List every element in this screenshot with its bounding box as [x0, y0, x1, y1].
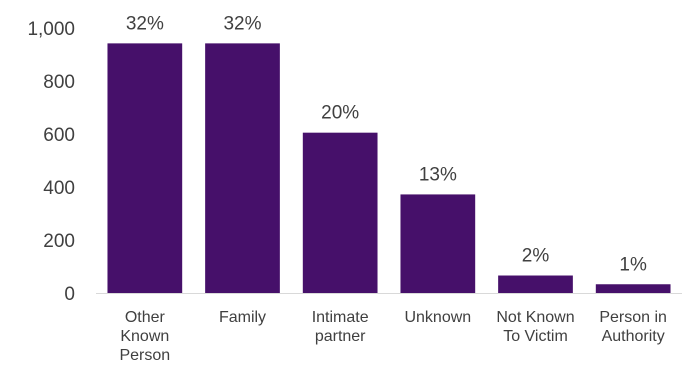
x-tick-label: Other Known Person	[119, 309, 170, 364]
x-tick-label-line: Intimate	[312, 309, 369, 326]
bar	[107, 43, 183, 294]
data-label: 2%	[522, 246, 550, 267]
x-tick-label-line: Family	[219, 309, 266, 326]
bars	[107, 43, 671, 294]
y-tick-label: 1,000	[27, 19, 75, 40]
x-tick-label-line: To Victim	[503, 328, 568, 345]
x-tick-label-line: Authority	[602, 328, 665, 345]
x-tick-label: Unknown	[404, 309, 471, 326]
data-label: 1%	[619, 254, 647, 275]
y-tick-label: 200	[43, 231, 75, 252]
y-tick-label: 400	[43, 178, 75, 199]
x-tick-label-line: Unknown	[404, 309, 471, 326]
x-tick-label: Person in Authority	[599, 309, 667, 345]
y-tick-label: 600	[43, 125, 75, 146]
bar	[400, 194, 476, 293]
y-tick-label: 0	[64, 284, 75, 305]
x-tick-label-line: Other	[125, 309, 166, 326]
x-tick-label: Not Known To Victim	[496, 309, 574, 345]
x-tick-label: Intimate partner	[312, 309, 369, 345]
x-tick-label-line: Person	[119, 347, 170, 364]
bar	[595, 284, 671, 293]
bar	[302, 132, 378, 293]
data-label: 32%	[223, 13, 261, 34]
data-labels: 32% 32% 20% 13% 2% 1%	[126, 13, 647, 275]
x-tick-label-line: Known	[120, 328, 169, 345]
y-tick-label: 800	[43, 72, 75, 93]
x-tick-label: Family	[219, 309, 266, 326]
data-label: 13%	[419, 164, 457, 185]
x-axis: Other Known Person Family Intimate partner Unk…	[119, 309, 666, 364]
data-label: 20%	[321, 103, 359, 124]
bar	[498, 275, 573, 293]
data-label: 32%	[126, 13, 164, 34]
bar	[205, 43, 280, 294]
x-tick-label-line: Not Known	[496, 309, 574, 326]
y-axis: 0 200 400 600 800 1,000	[27, 19, 75, 305]
x-tick-label-line: partner	[315, 328, 366, 345]
x-tick-label-line: Person in	[599, 309, 667, 326]
